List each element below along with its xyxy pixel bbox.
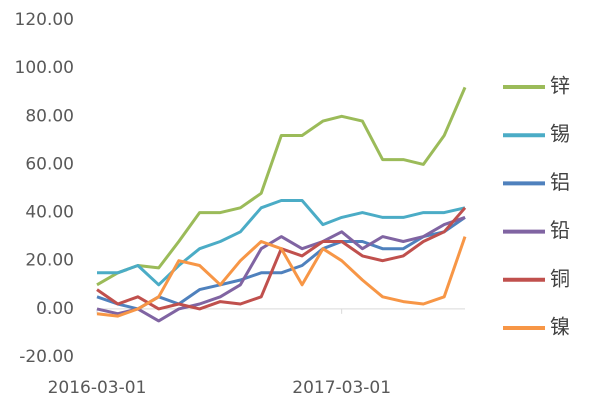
legend-label: 锌	[550, 74, 570, 98]
legend-label: 铝	[550, 170, 570, 194]
legend-label: 铜	[550, 266, 570, 290]
series-line	[96, 206, 467, 311]
y-tick-label: 60.00	[25, 154, 74, 174]
y-tick-label: 120.00	[15, 10, 74, 30]
y-tick-label: 0.00	[36, 299, 74, 319]
x-tick-label: 2016-03-01	[48, 378, 147, 398]
y-tick-label: 100.00	[15, 58, 74, 78]
legend-label: 铅	[550, 218, 570, 242]
series-line	[97, 199, 466, 287]
y-tick-label: -20.00	[19, 347, 74, 367]
series-line	[96, 236, 467, 318]
y-tick-label: 40.00	[25, 203, 74, 223]
x-tick-label: 2017-03-01	[292, 378, 391, 398]
legend-label: 镍	[550, 315, 570, 339]
series-line	[96, 216, 466, 311]
y-tick-label: 80.00	[25, 106, 74, 126]
y-tick-label: 20.00	[25, 251, 74, 271]
legend-label: 锡	[550, 122, 570, 146]
series-line	[96, 215, 466, 323]
series-line	[96, 86, 467, 287]
